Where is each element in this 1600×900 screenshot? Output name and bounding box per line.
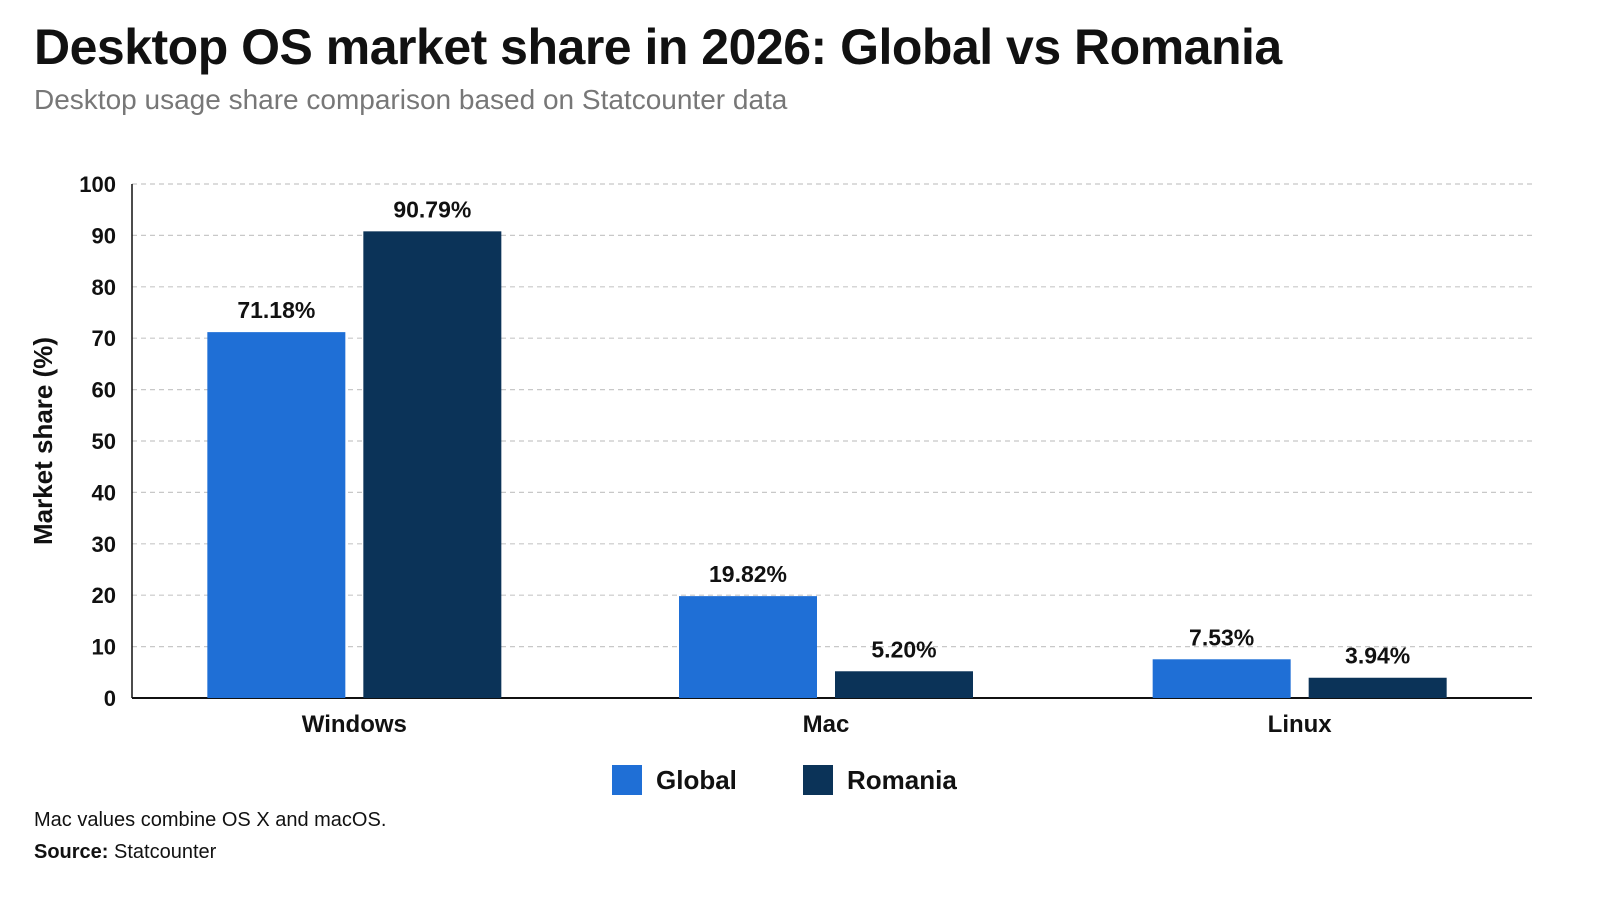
- y-tick-label: 50: [92, 429, 116, 454]
- x-tick-label: Windows: [302, 711, 407, 738]
- bar-global-linux: [1152, 659, 1291, 698]
- bar-romania-linux: [1308, 677, 1447, 698]
- bar-romania-mac: [835, 671, 973, 698]
- chart-subtitle: Desktop usage share comparison based on …: [34, 84, 788, 115]
- legend-label: Global: [656, 765, 737, 795]
- data-label: 90.79%: [393, 196, 471, 222]
- legend-swatch-global: [612, 765, 642, 795]
- x-tick-label: Mac: [803, 711, 850, 738]
- y-tick-label: 80: [92, 275, 116, 300]
- chart-source: Source: Statcounter: [34, 841, 216, 864]
- legend-label: Romania: [847, 765, 957, 795]
- y-tick-label: 90: [92, 223, 116, 248]
- y-tick-label: 70: [92, 326, 116, 351]
- chart-footnote: Mac values combine OS X and macOS.: [34, 809, 387, 831]
- data-label: 7.53%: [1189, 624, 1254, 650]
- chart-title: Desktop OS market share in 2026: Global …: [34, 19, 1282, 75]
- data-label: 19.82%: [709, 561, 787, 587]
- data-label: 3.94%: [1345, 643, 1410, 669]
- x-tick-label: Linux: [1268, 711, 1333, 738]
- data-label: 71.18%: [237, 297, 315, 323]
- y-tick-label: 10: [92, 635, 116, 660]
- data-label: 5.20%: [871, 636, 936, 662]
- bar-global-windows: [207, 332, 346, 698]
- y-tick-label: 60: [92, 378, 116, 403]
- y-tick-label: 20: [92, 583, 116, 608]
- source-value: Statcounter: [114, 841, 217, 863]
- legend-swatch-romania: [803, 765, 833, 795]
- bar-global-mac: [679, 596, 817, 698]
- y-tick-label: 30: [92, 532, 116, 557]
- y-tick-label: 100: [79, 172, 116, 197]
- y-axis-label: Market share (%): [28, 337, 58, 545]
- bar-chart: 0 10 20 30 40 50 60 70 80 90 100 Market share (%) 71…: [28, 172, 1532, 795]
- source-label: Source:: [34, 841, 109, 863]
- y-tick-label: 40: [92, 480, 116, 505]
- y-tick-label: 0: [104, 686, 116, 711]
- bar-romania-windows: [363, 231, 502, 698]
